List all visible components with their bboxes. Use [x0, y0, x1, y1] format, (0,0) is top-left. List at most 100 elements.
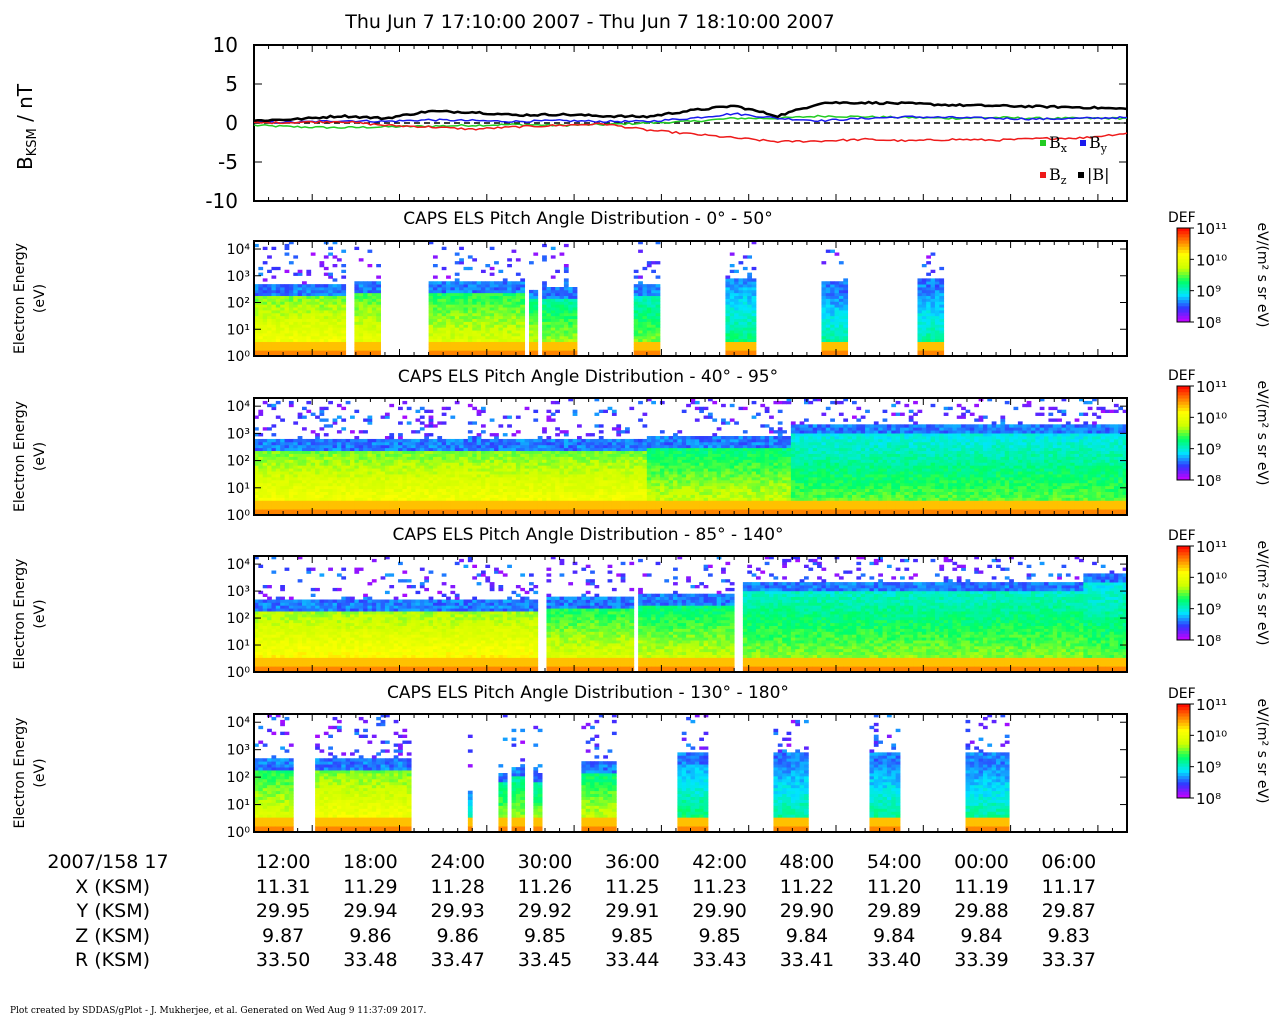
heat-cell	[289, 322, 294, 325]
heat-cell	[529, 322, 534, 325]
heat-cell	[464, 313, 469, 316]
heat-cell	[437, 324, 442, 327]
heat-cell	[311, 327, 316, 330]
heat-cell	[739, 347, 744, 350]
heat-cell	[647, 322, 652, 325]
heat-cell	[642, 304, 647, 307]
heat-cell	[642, 319, 647, 322]
heat-cell	[285, 284, 290, 287]
heat-cell	[285, 339, 290, 342]
heat-cell	[507, 293, 512, 296]
heat-cell	[280, 293, 285, 296]
heat-cell	[573, 347, 578, 350]
heat-cell	[263, 333, 268, 336]
heat-cell	[464, 319, 469, 322]
heat-cell	[725, 307, 730, 310]
heat-cell	[734, 287, 739, 290]
heat-cell	[337, 339, 342, 342]
heat-cell	[341, 322, 346, 325]
heat-cell	[516, 301, 521, 304]
heat-cell	[324, 255, 329, 258]
heat-cell	[638, 304, 643, 307]
heat-cell	[503, 307, 508, 310]
heat-cell	[333, 301, 338, 304]
heat-cell	[743, 287, 748, 290]
heat-cell	[725, 293, 730, 296]
heat-cell	[529, 316, 534, 319]
heat-cell	[433, 304, 438, 307]
heat-cell	[429, 347, 434, 350]
heat-cell	[324, 345, 329, 348]
heat-cell	[656, 345, 661, 348]
heat-cell	[520, 284, 525, 287]
heat-cell	[276, 333, 281, 336]
heat-cell	[725, 330, 730, 333]
heat-cell	[276, 296, 281, 299]
heat-cell	[747, 339, 752, 342]
heat-cell	[354, 345, 359, 348]
heat-cell	[302, 301, 307, 304]
heat-cell	[529, 310, 534, 313]
heat-cell	[468, 255, 473, 258]
heat-cell	[433, 313, 438, 316]
heat-cell	[564, 278, 569, 281]
heat-cell	[490, 301, 495, 304]
heat-cell	[494, 299, 499, 302]
heat-cell	[354, 342, 359, 345]
heat-cell	[638, 339, 643, 342]
heat-cell	[560, 253, 565, 256]
heat-cell	[459, 301, 464, 304]
heat-cell	[747, 322, 752, 325]
heat-cell	[507, 330, 512, 333]
heat-cell	[512, 347, 517, 350]
heat-cell	[337, 258, 342, 261]
heat-cell	[459, 307, 464, 310]
heat-cell	[293, 330, 298, 333]
heat-cell	[315, 290, 320, 293]
heat-cell	[468, 345, 473, 348]
heat-cell	[372, 327, 377, 330]
heat-cell	[306, 284, 311, 287]
heat-cell	[276, 290, 281, 293]
heat-cell	[739, 313, 744, 316]
heat-cell	[642, 342, 647, 345]
heat-cell	[468, 324, 473, 327]
heat-cell	[333, 322, 338, 325]
heat-cell	[341, 342, 346, 345]
heat-cell	[298, 299, 303, 302]
heat-cell	[337, 324, 342, 327]
heat-cell	[315, 319, 320, 322]
heat-cell	[734, 296, 739, 299]
heat-cell	[651, 345, 656, 348]
heat-cell	[271, 319, 276, 322]
heat-cell	[376, 296, 381, 299]
heat-cell	[634, 304, 639, 307]
heat-cell	[477, 322, 482, 325]
heat-cell	[573, 299, 578, 302]
heat-cell	[472, 296, 477, 299]
heat-cell	[498, 307, 503, 310]
heat-cell	[319, 330, 324, 333]
heat-cell	[477, 342, 482, 345]
heat-cell	[433, 255, 438, 258]
heat-cell	[743, 296, 748, 299]
heat-cell	[512, 313, 517, 316]
heat-cell	[376, 281, 381, 284]
heat-cell	[455, 284, 460, 287]
heat-cell	[542, 350, 547, 353]
heat-cell	[642, 267, 647, 270]
heat-cell	[638, 350, 643, 353]
heat-cell	[485, 310, 490, 313]
heat-cell	[333, 347, 338, 350]
heat-cell	[573, 313, 578, 316]
heat-cell	[306, 330, 311, 333]
heat-cell	[498, 290, 503, 293]
heat-cell	[520, 296, 525, 299]
heat-cell	[267, 324, 272, 327]
heat-cell	[267, 319, 272, 322]
heat-cell	[464, 316, 469, 319]
heat-cell	[311, 339, 316, 342]
heat-cell	[437, 342, 442, 345]
heat-cell	[267, 270, 272, 273]
heat-cell	[280, 350, 285, 353]
